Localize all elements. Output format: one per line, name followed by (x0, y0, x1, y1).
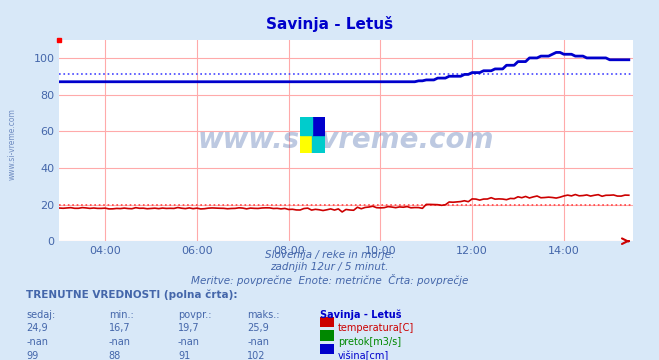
Text: Savinja - Letuš: Savinja - Letuš (266, 16, 393, 32)
Polygon shape (312, 117, 325, 135)
Text: -nan: -nan (178, 337, 200, 347)
Text: Savinja - Letuš: Savinja - Letuš (320, 310, 401, 320)
Text: 19,7: 19,7 (178, 323, 200, 333)
Text: -nan: -nan (109, 337, 130, 347)
Text: 91: 91 (178, 351, 190, 360)
Text: povpr.:: povpr.: (178, 310, 212, 320)
Polygon shape (300, 135, 312, 153)
Text: Slovenija / reke in morje.: Slovenija / reke in morje. (265, 250, 394, 260)
Text: maks.:: maks.: (247, 310, 279, 320)
Text: pretok[m3/s]: pretok[m3/s] (338, 337, 401, 347)
Polygon shape (312, 135, 325, 153)
Text: -nan: -nan (26, 337, 48, 347)
Text: sedaj:: sedaj: (26, 310, 55, 320)
Text: TRENUTNE VREDNOSTI (polna črta):: TRENUTNE VREDNOSTI (polna črta): (26, 290, 238, 300)
Text: 99: 99 (26, 351, 39, 360)
Polygon shape (300, 117, 312, 135)
Text: 24,9: 24,9 (26, 323, 48, 333)
Text: 88: 88 (109, 351, 121, 360)
Text: 102: 102 (247, 351, 266, 360)
Text: 16,7: 16,7 (109, 323, 130, 333)
Text: višina[cm]: višina[cm] (338, 351, 389, 360)
Text: www.si-vreme.com: www.si-vreme.com (8, 108, 17, 180)
Text: www.si-vreme.com: www.si-vreme.com (198, 126, 494, 154)
Text: -nan: -nan (247, 337, 269, 347)
Text: 25,9: 25,9 (247, 323, 269, 333)
Text: min.:: min.: (109, 310, 134, 320)
Text: temperatura[C]: temperatura[C] (338, 323, 415, 333)
Text: zadnjih 12ur / 5 minut.: zadnjih 12ur / 5 minut. (270, 262, 389, 272)
Text: Meritve: povprečne  Enote: metrične  Črta: povprečje: Meritve: povprečne Enote: metrične Črta:… (191, 274, 468, 286)
